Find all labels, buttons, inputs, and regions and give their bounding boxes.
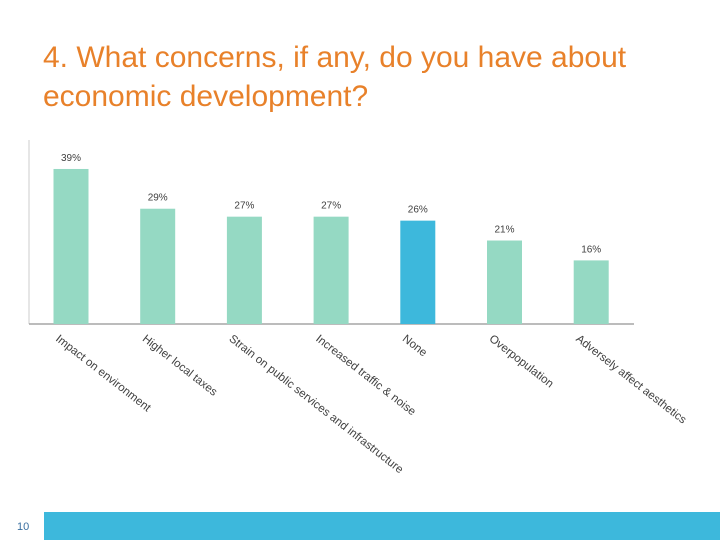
category-label-2: Strain on public services and infrastruc… xyxy=(227,333,406,476)
category-label-0: Impact on environment xyxy=(53,333,153,415)
slide-title-line-2: economic development? xyxy=(43,80,369,113)
data-label-2: 27% xyxy=(234,201,254,212)
data-label-1: 29% xyxy=(148,193,168,204)
bar-chart: 39% 29% 27% 27% 26% 21% 16% Impact on environm… xyxy=(28,140,689,476)
slide-number: 10 xyxy=(17,521,30,533)
bar-6 xyxy=(573,260,609,324)
data-label-4: 26% xyxy=(408,205,428,216)
category-label-1: Higher local taxes xyxy=(140,333,220,399)
data-label-3: 27% xyxy=(321,201,341,212)
bar-3 xyxy=(313,216,349,324)
category-label-6: Adversely affect aesthetics xyxy=(573,333,688,427)
category-label-3: Increased traffic & noise xyxy=(313,333,417,418)
data-labels-group: 39% 29% 27% 27% 26% 21% 16% xyxy=(61,153,601,255)
category-label-5: Overpopulation xyxy=(487,333,556,390)
bar-5 xyxy=(487,240,522,324)
bar-4 xyxy=(400,220,436,324)
category-label-4: None xyxy=(400,333,429,359)
bar-0 xyxy=(53,168,89,324)
slide-title-line-1: 4. What concerns, if any, do you have ab… xyxy=(43,41,627,74)
bar-1 xyxy=(140,208,176,324)
slide-title: 4. What concerns, if any, do you have ab… xyxy=(43,38,683,116)
data-label-5: 21% xyxy=(494,225,514,236)
footer-number-box: 10 xyxy=(0,512,44,540)
footer-bar: 10 xyxy=(0,512,720,540)
bars-group xyxy=(53,168,609,324)
bar-2 xyxy=(226,216,262,324)
data-label-0: 39% xyxy=(61,153,81,164)
data-label-6: 16% xyxy=(581,244,601,255)
